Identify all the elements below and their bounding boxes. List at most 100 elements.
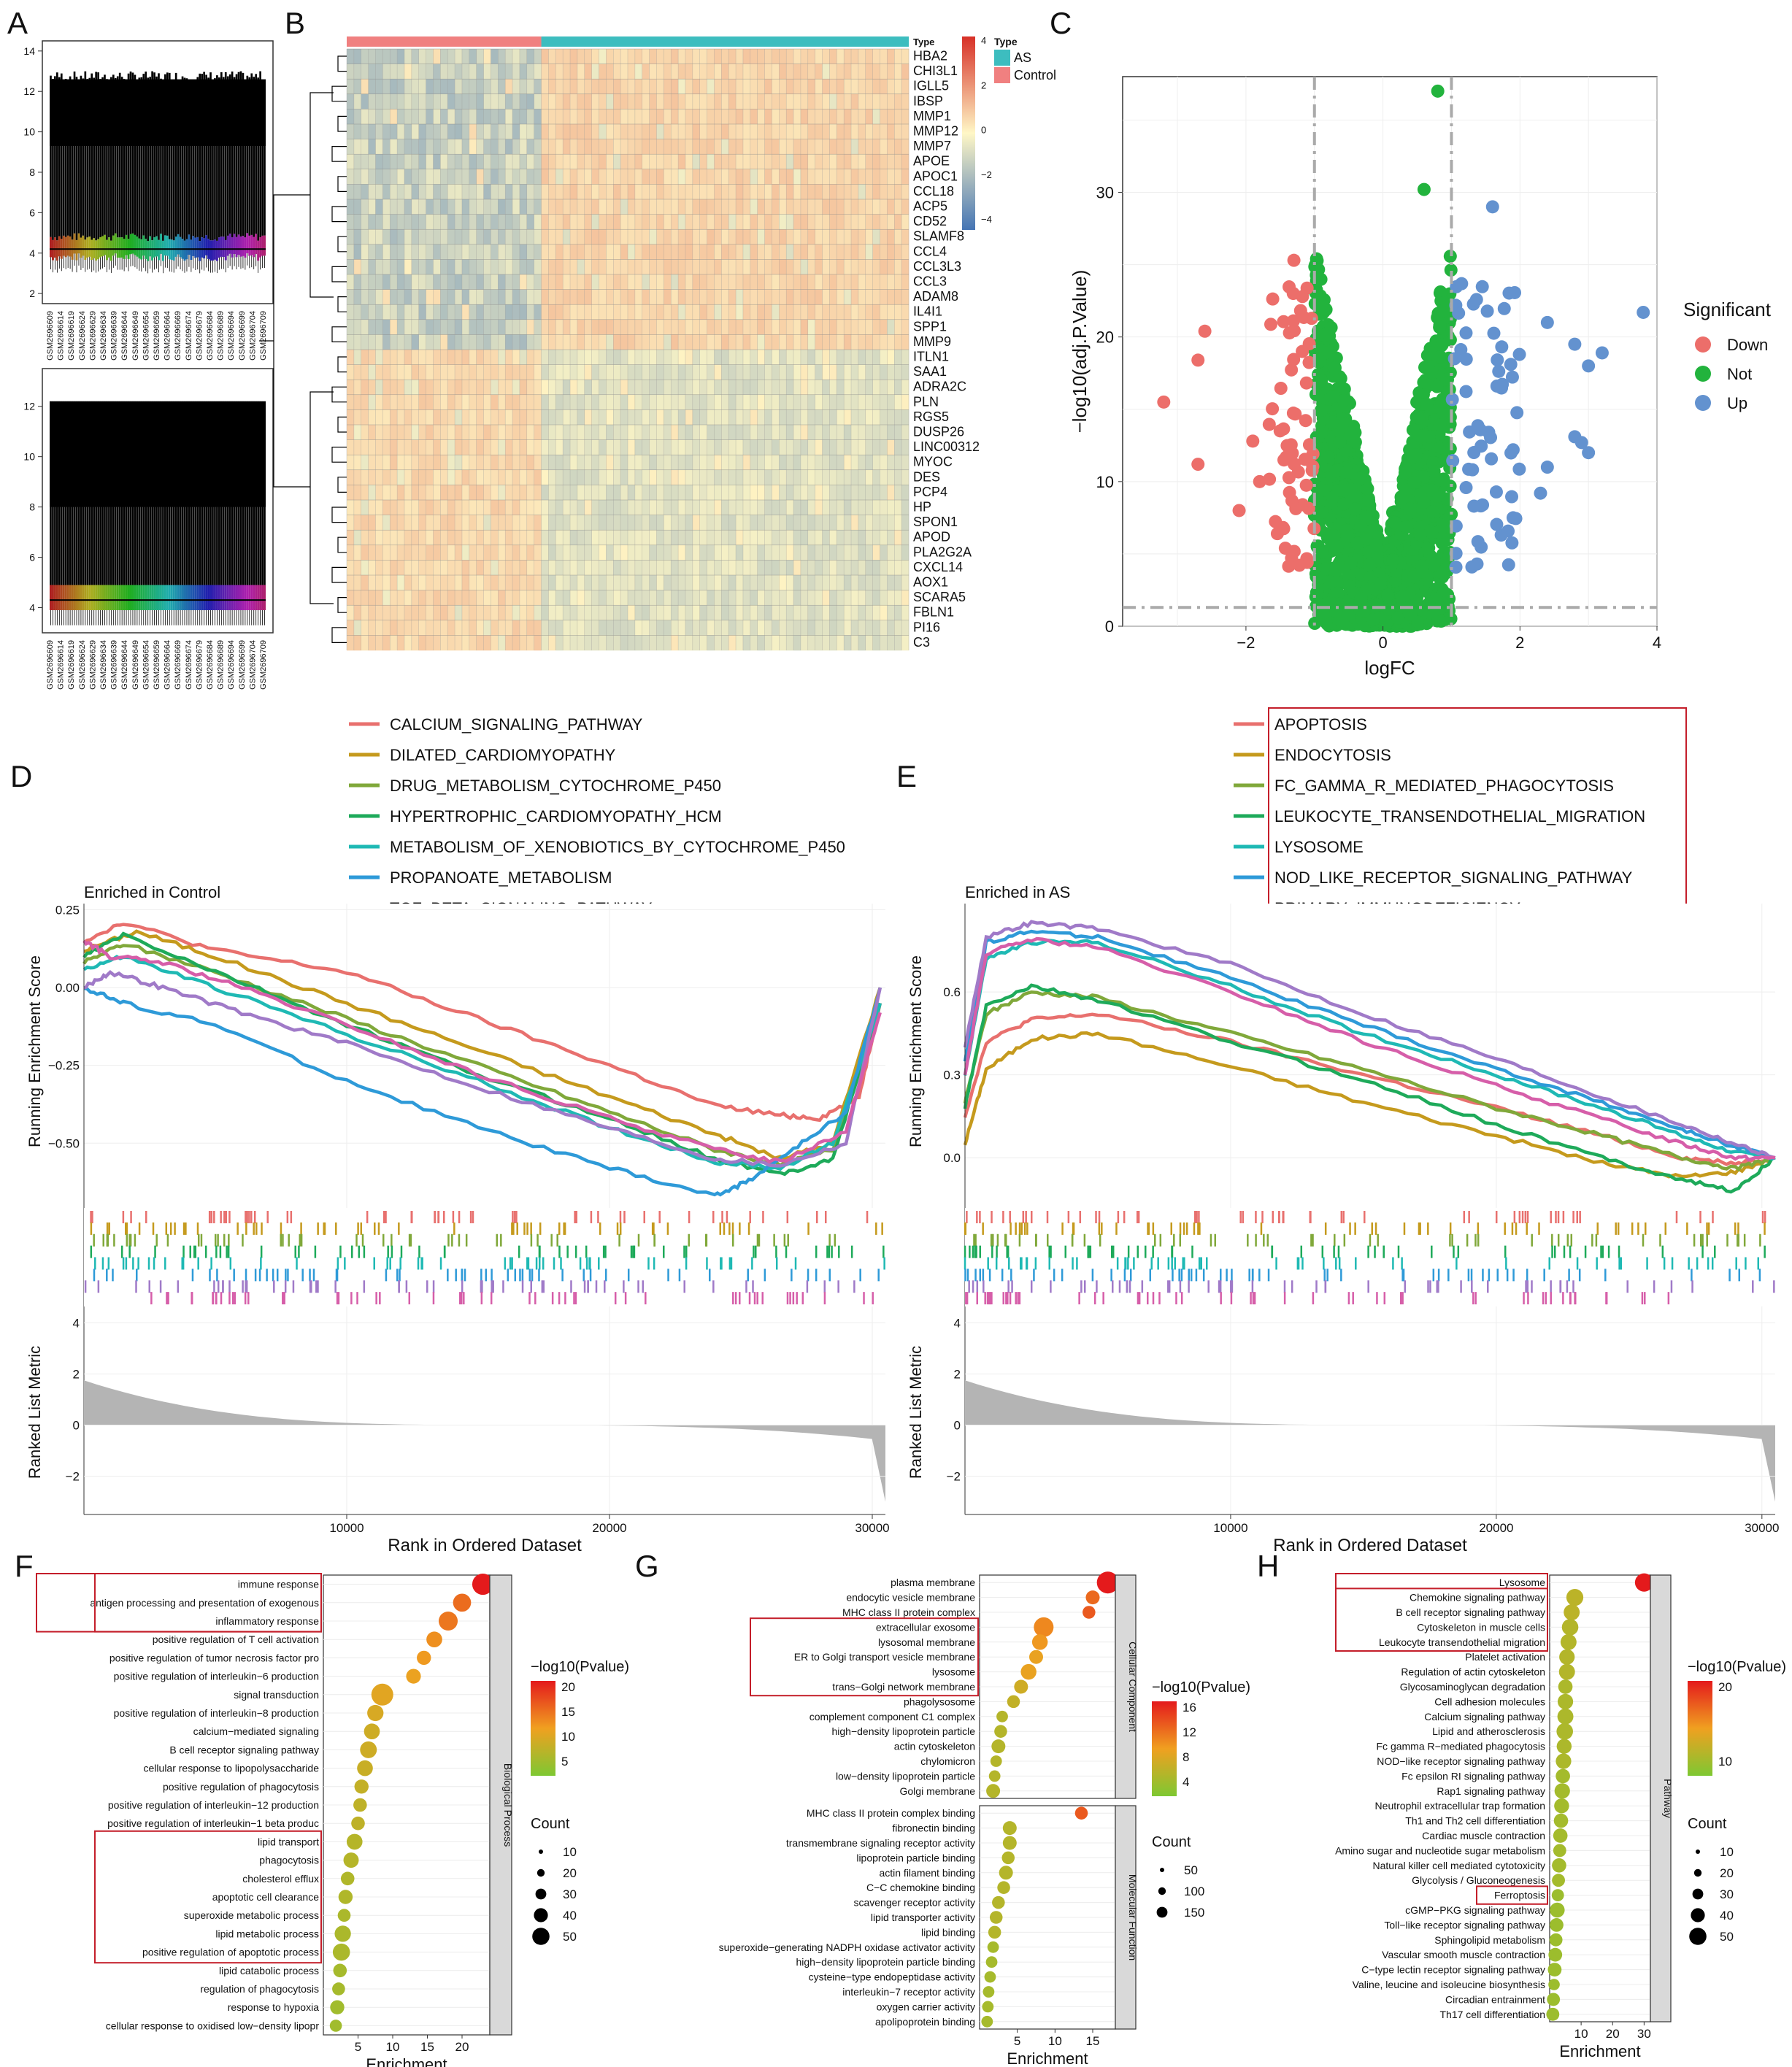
box: [71, 585, 74, 610]
heat-cell: [728, 109, 737, 125]
heat-cell: [634, 214, 643, 230]
heat-cell: [887, 394, 895, 410]
heat-cell: [548, 93, 556, 109]
heat-cell: [707, 199, 715, 215]
heat-cell: [628, 334, 636, 350]
heat-cell: [469, 500, 477, 515]
heat-cell: [678, 544, 686, 561]
heat-cell: [707, 274, 715, 290]
heat-cell: [433, 439, 441, 455]
heat-cell: [353, 455, 362, 471]
heat-cell: [764, 590, 772, 606]
heat-cell: [851, 409, 859, 426]
heat-cell: [901, 214, 910, 230]
heat-cell: [714, 394, 722, 410]
heat-cell: [800, 544, 809, 561]
box: [220, 585, 223, 610]
heat-cell: [844, 575, 852, 590]
heat-cell: [469, 439, 477, 455]
heat-cell: [505, 259, 513, 275]
box: [75, 239, 78, 261]
heat-cell: [519, 500, 528, 515]
heat-cell: [375, 259, 383, 275]
heat-cell: [815, 184, 823, 200]
heat-cell: [469, 274, 477, 290]
heat-cell: [418, 469, 426, 485]
heat-cell: [361, 394, 369, 410]
heat-cell: [397, 394, 405, 410]
heat-cell: [865, 274, 873, 290]
heat-cell: [880, 139, 888, 155]
sample-label: GSM2696634: [99, 640, 108, 690]
heat-cell: [728, 93, 737, 109]
heat-cell: [526, 49, 534, 64]
heat-cell: [901, 544, 910, 561]
heat-cell: [505, 199, 513, 215]
heat-cell: [491, 350, 499, 365]
heat-cell: [433, 124, 441, 139]
heat-cell: [361, 605, 369, 621]
heat-cell: [353, 93, 362, 109]
heat-cell: [764, 49, 772, 64]
heat-cell: [548, 515, 556, 531]
heat-cell: [353, 485, 362, 501]
box: [112, 235, 115, 256]
heat-cell: [793, 544, 801, 561]
heat-cell: [620, 139, 628, 155]
heat-cell: [461, 304, 470, 320]
heat-cell: [764, 380, 772, 396]
heat-cell: [858, 109, 866, 125]
heat-cell: [483, 259, 491, 275]
heat-cell: [628, 544, 636, 561]
heat-cell: [555, 63, 564, 80]
heat-cell: [807, 184, 815, 200]
heat-cell: [786, 259, 794, 275]
heat-cell: [880, 79, 888, 95]
heat-cell: [851, 394, 859, 410]
heat-cell: [620, 425, 628, 440]
heat-cell: [483, 500, 491, 515]
box: [164, 585, 166, 610]
heat-cell: [642, 199, 650, 215]
heat-cell: [404, 500, 412, 515]
heat-cell: [815, 530, 823, 546]
heat-cell: [750, 154, 758, 170]
heat-cell: [887, 455, 895, 471]
heat-cell: [382, 590, 391, 606]
heat-cell: [736, 515, 744, 531]
heat-cell: [664, 93, 672, 109]
heat-cell: [649, 409, 657, 426]
heat-cell: [447, 169, 455, 185]
heat-cell: [678, 575, 686, 590]
heat-cell: [519, 199, 528, 215]
heat-cell: [793, 334, 801, 350]
dense-outlier-band: [50, 401, 266, 507]
heat-cell: [865, 259, 873, 275]
heat-cell: [736, 244, 744, 260]
heat-cell: [642, 109, 650, 125]
heat-cell: [433, 109, 441, 125]
heat-cell: [887, 350, 895, 365]
heat-cell: [404, 214, 412, 230]
heat-cell: [634, 289, 643, 305]
heat-cell: [591, 469, 599, 485]
heat-cell: [750, 455, 758, 471]
heat-cell: [541, 124, 549, 139]
heat-cell: [526, 439, 534, 455]
heat-cell: [368, 139, 376, 155]
heat-cell: [447, 79, 455, 95]
heat-cell: [757, 124, 765, 139]
heat-cell: [447, 500, 455, 515]
box: [105, 585, 108, 610]
heat-cell: [786, 605, 794, 621]
heat-cell: [714, 49, 722, 64]
heat-cell: [851, 590, 859, 606]
heat-cell: [685, 154, 693, 170]
box: [209, 585, 212, 610]
heat-cell: [498, 500, 506, 515]
heat-cell: [613, 154, 621, 170]
box: [235, 236, 238, 258]
heat-cell: [368, 169, 376, 185]
heat-cell: [678, 455, 686, 471]
heat-cell: [461, 485, 470, 501]
